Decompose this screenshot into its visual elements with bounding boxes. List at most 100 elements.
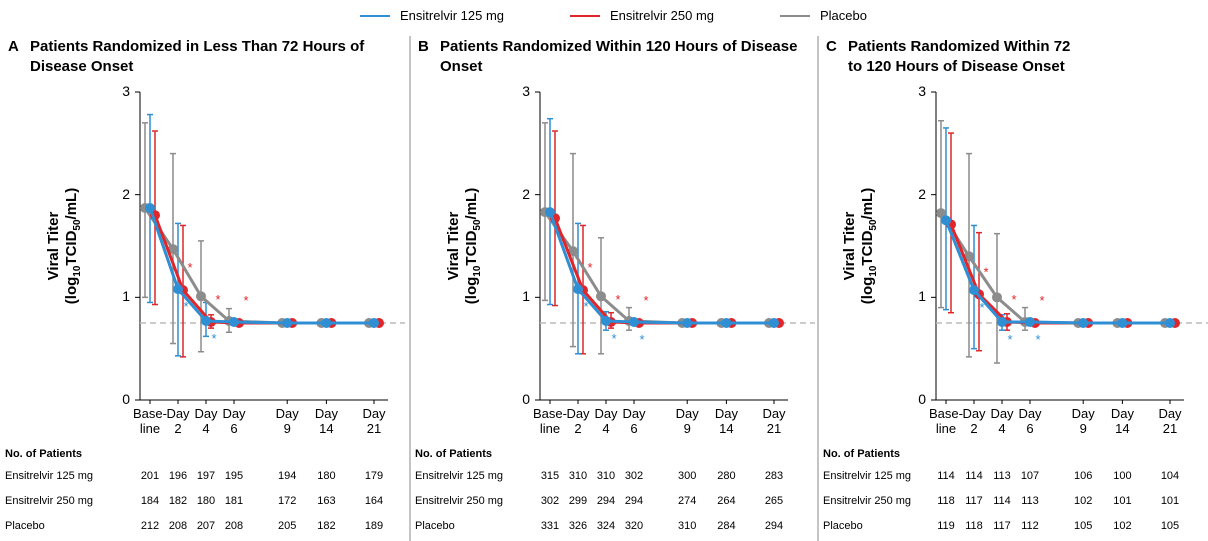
patient-count: 163 <box>317 495 336 507</box>
patient-count: 117 <box>993 520 1011 532</box>
patient-count: 310 <box>568 470 588 482</box>
patient-count: 205 <box>278 520 297 532</box>
y-axis-unit-part: (log <box>63 277 80 305</box>
patient-count: 118 <box>937 495 955 507</box>
patient-count: 101 <box>1160 495 1180 507</box>
y-axis-unit-part: 10 <box>868 265 879 277</box>
significance-mark: * <box>587 260 592 275</box>
significance-mark: * <box>1007 332 1012 347</box>
y-axis-label: Viral Titer <box>445 212 462 281</box>
patient-count: 180 <box>196 495 216 507</box>
data-point <box>936 208 946 219</box>
significance-mark: * <box>1011 292 1016 307</box>
table-title: No. of Patients <box>823 448 901 460</box>
table-row-label: Ensitrelvir 125 mg <box>415 470 504 482</box>
data-point <box>721 318 732 328</box>
data-point <box>568 246 578 257</box>
patient-count: 299 <box>568 495 588 507</box>
patient-count: 179 <box>364 470 384 482</box>
panel-letter: C <box>826 38 837 55</box>
patient-count: 117 <box>965 495 983 507</box>
patient-count: 113 <box>993 470 1011 482</box>
panel-title: A Patients Randomized in Less Than 72 Hou… <box>8 37 393 77</box>
table-row-label: Ensitrelvir 250 mg <box>5 495 94 507</box>
panel-letter: B <box>418 38 429 55</box>
patient-count: 265 <box>764 495 784 507</box>
legend-label: Placebo <box>820 8 867 23</box>
significance-mark: * <box>643 293 648 308</box>
x-tick-label: Day 14 <box>714 406 738 436</box>
data-point <box>1165 318 1175 328</box>
y-axis-unit-part: 50 <box>868 219 879 231</box>
patient-count: 207 <box>196 520 216 532</box>
y-tick-label: 3 <box>122 83 130 99</box>
y-axis-unit-part: 50 <box>72 219 83 231</box>
patient-count: 107 <box>1020 470 1040 482</box>
title-text: Patients Randomized in Less Than 72 Hour… <box>30 38 365 75</box>
significance-mark: * <box>983 264 988 279</box>
data-point <box>769 318 779 328</box>
x-tick-label: Day 4 <box>194 406 218 436</box>
patient-count: 208 <box>168 520 188 532</box>
y-tick-label: 3 <box>522 83 530 99</box>
patient-count: 294 <box>624 495 644 507</box>
patient-count: 320 <box>624 520 644 532</box>
y-tick-label: 1 <box>522 288 530 305</box>
y-tick-label: 2 <box>918 185 926 202</box>
y-tick-label: 0 <box>918 391 926 407</box>
patient-count: 196 <box>168 470 188 482</box>
patient-count: 302 <box>540 495 560 507</box>
table-title: No. of Patients <box>5 448 83 460</box>
patient-count: 164 <box>364 495 384 507</box>
patient-count: 264 <box>717 495 736 507</box>
patient-count: 184 <box>140 495 160 507</box>
x-tick-label: Base- line <box>533 406 567 436</box>
panel-title: C Patients Randomized Within 72 to 120 Ho… <box>826 37 1086 77</box>
patient-count: 119 <box>937 520 955 532</box>
data-point <box>941 215 951 226</box>
y-axis-unit-part: 10 <box>472 265 483 277</box>
x-tick-label: Day 21 <box>1158 406 1182 436</box>
data-point <box>997 316 1007 327</box>
x-tick-label: Day 4 <box>990 406 1014 436</box>
x-tick-label: Base- line <box>133 406 167 436</box>
data-point <box>573 284 583 295</box>
data-point <box>1078 318 1089 328</box>
patient-count: 324 <box>596 520 616 532</box>
data-point <box>682 318 693 328</box>
data-point <box>1025 316 1035 327</box>
patient-count: 106 <box>1074 470 1093 482</box>
patient-count: 113 <box>1021 495 1039 507</box>
table-row-label: Ensitrelvir 125 mg <box>823 470 912 482</box>
y-axis-unit: (log10TCID50/mL) <box>859 188 879 304</box>
data-point <box>282 318 293 328</box>
table-row-label: Ensitrelvir 250 mg <box>823 495 912 507</box>
significance-mark: * <box>639 332 644 347</box>
y-axis-unit-part: /mL) <box>463 188 480 220</box>
patient-count: 114 <box>993 495 1011 507</box>
patient-count: 315 <box>540 470 560 482</box>
data-point <box>1117 318 1128 328</box>
y-axis-unit-part: 50 <box>472 219 483 231</box>
patient-count: 208 <box>224 520 244 532</box>
x-tick-label: Day 4 <box>594 406 618 436</box>
significance-mark: * <box>583 299 588 314</box>
x-tick-label: Base- line <box>929 406 963 436</box>
patient-count: 283 <box>764 470 784 482</box>
y-tick-label: 3 <box>918 83 926 99</box>
patient-count: 114 <box>965 470 983 482</box>
significance-mark: * <box>187 260 192 275</box>
patient-count: 201 <box>140 470 160 482</box>
patient-count: 104 <box>1160 470 1180 482</box>
x-tick-label: Day 6 <box>222 406 246 436</box>
table-row-label: Placebo <box>415 520 455 532</box>
x-tick-label: Day 6 <box>622 406 646 436</box>
patient-count: 300 <box>678 470 697 482</box>
patient-count: 180 <box>317 470 336 482</box>
significance-mark: * <box>979 300 984 315</box>
patient-count: 105 <box>1160 520 1180 532</box>
patient-count: 189 <box>364 520 384 532</box>
data-point <box>145 203 155 214</box>
